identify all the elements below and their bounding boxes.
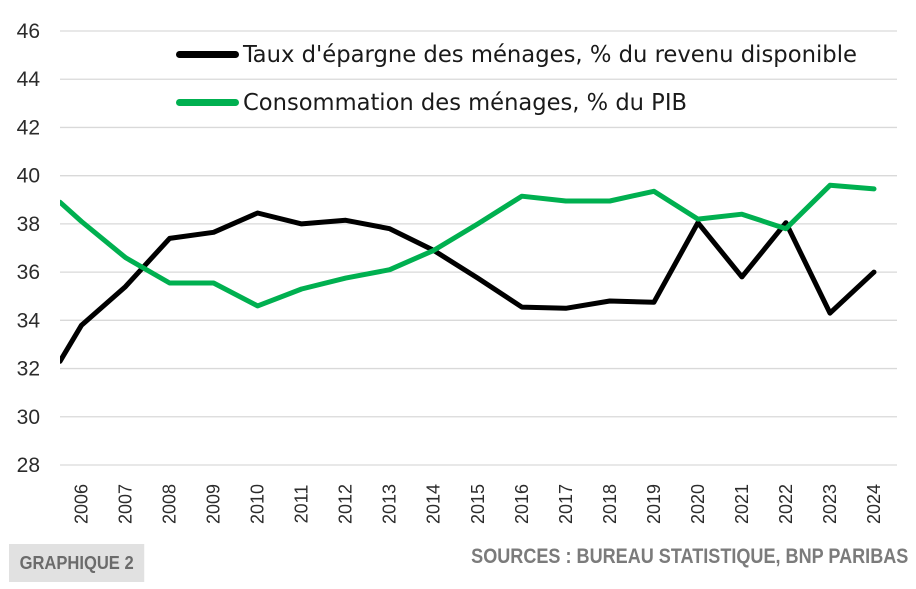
x-tick-label: 2008	[160, 484, 180, 524]
x-tick-label: 2009	[204, 484, 224, 524]
series-line-0	[60, 210, 877, 364]
legend: Taux d'épargne des ménages, % du revenu …	[176, 42, 857, 116]
x-tick-label: 2015	[468, 484, 488, 524]
x-tick-label: 2021	[732, 484, 752, 524]
x-tick-label: 2006	[72, 484, 92, 524]
x-tick-label: 2013	[380, 484, 400, 524]
x-tick-label: 2019	[644, 484, 664, 524]
y-tick-label: 40	[17, 165, 40, 188]
x-tick-label: 2011	[292, 485, 312, 524]
x-tick-label: 2020	[688, 484, 708, 524]
y-tick-label: 32	[17, 358, 40, 381]
x-tick-label: 2007	[116, 484, 136, 524]
y-tick-label: 34	[17, 309, 41, 332]
legend-label-1: Consommation des ménages, % du PIB	[243, 90, 687, 116]
series-line-1	[60, 182, 877, 309]
x-tick-label: 2022	[776, 484, 796, 524]
series-lines	[60, 182, 877, 364]
legend-swatch-0	[176, 51, 239, 58]
y-tick-label: 28	[17, 454, 40, 477]
y-tick-label: 36	[17, 261, 40, 284]
y-tick-label: 42	[17, 116, 40, 139]
x-tick-label: 2016	[512, 484, 532, 524]
x-tick-label: 2024	[864, 484, 884, 524]
y-tick-label: 30	[17, 406, 40, 429]
x-tick-label: 2014	[424, 484, 444, 524]
y-tick-label: 44	[17, 68, 41, 91]
y-tick-label: 38	[17, 213, 40, 236]
x-tick-label: 2017	[556, 484, 576, 524]
y-tick-label: 46	[17, 20, 40, 43]
x-tick-label: 2012	[336, 484, 356, 524]
x-tick-label: 2023	[820, 484, 840, 524]
x-axis-ticks: 2006 2007 2008 2009 2010 2011 2012 2013 2014 2015…	[72, 484, 885, 524]
sources-note: SOURCES : BUREAU STATISTIQUE, BNP PARIBA…	[470, 545, 908, 568]
x-tick-label: 2010	[248, 484, 268, 524]
legend-swatch-1	[176, 99, 239, 106]
x-tick-label: 2018	[600, 484, 620, 524]
y-axis-ticks: 28 30 32 34 36 38 40 42 44 46	[17, 20, 41, 477]
legend-label-0: Taux d'épargne des ménages, % du revenu …	[242, 42, 857, 68]
chart-number-badge: GRAPHIQUE 2	[9, 544, 145, 582]
